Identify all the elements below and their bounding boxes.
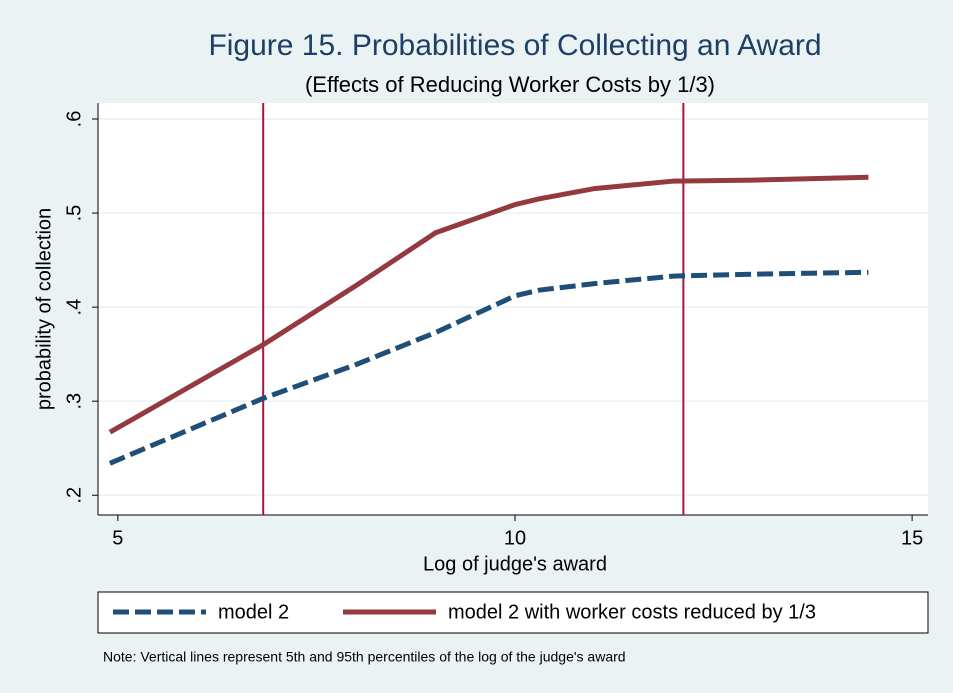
series-line	[108, 174, 869, 435]
x-tick-label: 5	[112, 527, 123, 549]
series-line	[108, 269, 869, 466]
x-tick-label: 15	[901, 527, 923, 549]
chart-subtitle: (Effects of Reducing Worker Costs by 1/3…	[305, 72, 715, 97]
y-tick-label: .4	[63, 299, 85, 316]
y-tick-label: .6	[63, 111, 85, 128]
legend-label: model 2	[218, 601, 289, 623]
y-tick-label: .3	[63, 393, 85, 410]
y-tick-label: .5	[63, 205, 85, 222]
y-axis-label: probability of collection	[33, 208, 55, 410]
x-axis-label: Log of judge's award	[423, 553, 607, 575]
chart-title: Figure 15. Probabilities of Collecting a…	[208, 29, 821, 62]
y-tick-label: .2	[63, 487, 85, 504]
legend	[97, 591, 929, 634]
x-tick-label: 10	[504, 527, 526, 549]
legend-label: model 2 with worker costs reduced by 1/3	[448, 601, 816, 623]
plot-area	[98, 103, 928, 515]
note: Note: Vertical lines represent 5th and 9…	[103, 649, 626, 665]
